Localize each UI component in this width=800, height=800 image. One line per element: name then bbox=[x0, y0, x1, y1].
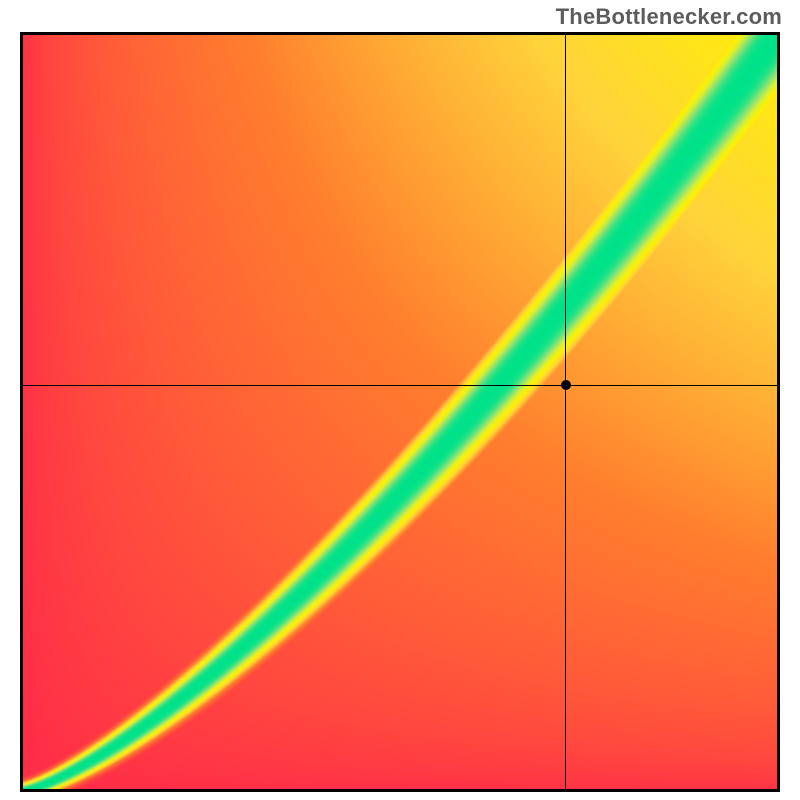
watermark-text: TheBottlenecker.com bbox=[556, 4, 782, 30]
crosshair-vertical bbox=[565, 32, 567, 792]
crosshair-horizontal bbox=[20, 385, 780, 387]
plot-border bbox=[20, 32, 780, 792]
